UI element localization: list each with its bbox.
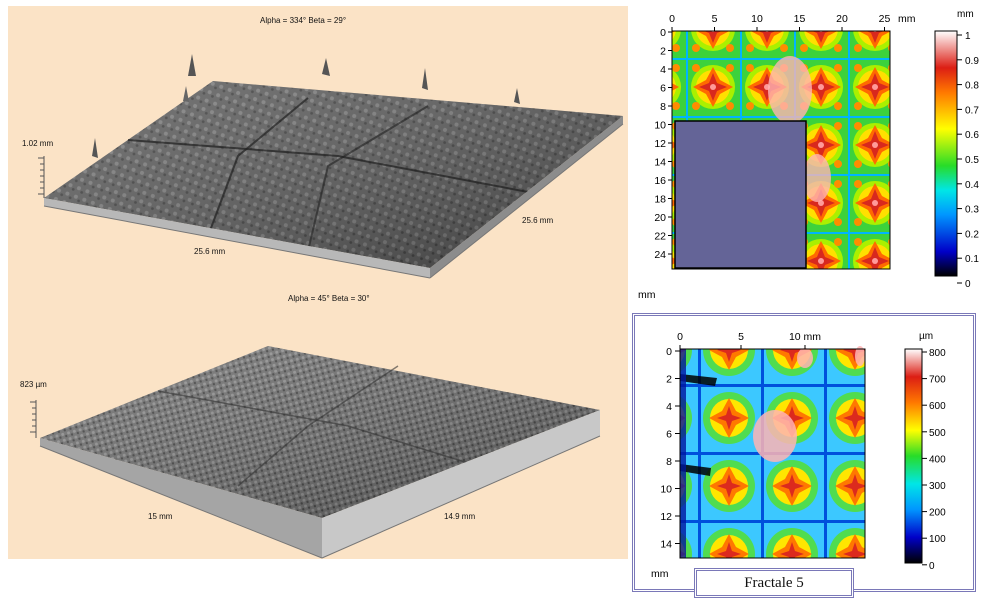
- colorbar-tick-label: 0.8: [965, 81, 979, 92]
- top-y-unit: mm: [638, 289, 656, 301]
- colorbar-tick-label: 400: [929, 454, 946, 465]
- bottom-y-axis: 0 2 4 6 8 10 12 14: [660, 346, 680, 551]
- y-tick-label: 2: [660, 46, 666, 58]
- y-tick-label: 12: [660, 511, 672, 523]
- y-tick-label: 6: [666, 429, 672, 441]
- colorbar-tick-label: 1: [965, 31, 971, 42]
- top-view-y-label: 25.6 mm: [522, 216, 554, 225]
- heatmap-top-panel: 0 5 10 15 20 25 0 2 4 6 8 10 12 14 16 18 20 22 24 mm mm m…: [632, 0, 987, 305]
- surface-3d-panel: Alpha = 334° Beta = 29° 1.02 mm 25.6 mm …: [8, 6, 628, 559]
- bottom-x-axis: 0 5 10 mm: [677, 331, 821, 349]
- y-tick-label: 0: [666, 346, 672, 358]
- y-tick-label: 2: [666, 374, 672, 386]
- colorbar-tick-label: 300: [929, 481, 946, 492]
- x-tick-label: 0: [669, 13, 675, 25]
- colorbar-tick-label: 0.7: [965, 105, 979, 116]
- top-colorbar: [934, 30, 958, 277]
- top-x-axis: 0 5 10 15 20 25: [669, 13, 890, 31]
- colorbar-tick-label: 0.1: [965, 254, 979, 265]
- heatmap-bottom-panel: 0 5 10 mm 0 2 4 6 8 10 12 14 mm µm 800 700 600 500 40…: [632, 313, 976, 592]
- top-surface-3d: [38, 54, 624, 279]
- colorbar-tick-label: 0.9: [965, 56, 979, 67]
- colorbar-tick-label: 800: [929, 348, 946, 359]
- colorbar-tick-label: 600: [929, 401, 946, 412]
- bottom-y-unit: mm: [651, 568, 669, 580]
- caption-label: Fractale 5: [744, 575, 804, 591]
- y-tick-label: 8: [660, 101, 666, 113]
- surface-3d-drawing: [30, 54, 624, 559]
- top-view-angles: Alpha = 334° Beta = 29°: [260, 16, 347, 25]
- bottom-view-x-label: 15 mm: [148, 512, 173, 521]
- y-tick-label: 24: [654, 249, 666, 261]
- y-tick-label: 8: [666, 456, 672, 468]
- y-tick-label: 10: [660, 484, 672, 496]
- y-tick-label: 22: [654, 231, 666, 243]
- x-tick-label: 10 mm: [789, 331, 821, 343]
- colorbar-tick-label: 0: [965, 279, 971, 290]
- colorbar-tick-label: 0.3: [965, 205, 979, 216]
- y-tick-label: 10: [654, 120, 666, 132]
- heatmap-bottom: 0 5 10 mm 0 2 4 6 8 10 12 14 mm µm 800 700 600 500 40…: [651, 331, 946, 580]
- bottom-view-angles: Alpha = 45° Beta = 30°: [288, 294, 370, 303]
- colorbar-tick-label: 0.4: [965, 180, 979, 191]
- bottom-colorbar-ticks: 800 700 600 500 400 300 200 100 0: [922, 348, 946, 572]
- colorbar-tick-label: 0.6: [965, 130, 979, 141]
- y-tick-label: 14: [660, 539, 672, 551]
- y-tick-label: 14: [654, 157, 666, 169]
- heatmap-bottom-grid: [679, 346, 866, 559]
- y-tick-label: 12: [654, 138, 666, 150]
- bottom-colorbar-unit: µm: [919, 331, 933, 342]
- top-colorbar-ticks: 1 0.9 0.8 0.7 0.6 0.5 0.4 0.3 0.2 0.1 0: [957, 31, 979, 290]
- y-tick-label: 4: [666, 401, 672, 413]
- colorbar-tick-label: 0.2: [965, 229, 979, 240]
- bottom-surface-3d: [30, 346, 601, 559]
- overlay-rectangle: [674, 120, 807, 269]
- colorbar-tick-label: 200: [929, 508, 946, 519]
- top-colorbar-unit: mm: [957, 9, 974, 20]
- colorbar-tick-label: 500: [929, 428, 946, 439]
- x-tick-label: 5: [738, 331, 744, 343]
- x-tick-label: 20: [836, 13, 848, 25]
- bottom-colorbar: [904, 348, 923, 564]
- colorbar-tick-label: 700: [929, 375, 946, 386]
- bottom-view-z-label: 823 µm: [20, 380, 47, 389]
- colorbar-tick-label: 0.5: [965, 155, 979, 166]
- y-tick-label: 0: [660, 27, 666, 39]
- y-tick-label: 16: [654, 175, 666, 187]
- top-x-unit: mm: [898, 13, 916, 25]
- caption-box: Fractale 5: [694, 568, 854, 598]
- y-tick-label: 4: [660, 64, 666, 76]
- x-tick-label: 15: [794, 13, 806, 25]
- colorbar-tick-label: 100: [929, 534, 946, 545]
- colorbar-tick-label: 0: [929, 561, 935, 572]
- y-tick-label: 6: [660, 83, 666, 95]
- x-tick-label: 0: [677, 331, 683, 343]
- top-view-x-label: 25.6 mm: [194, 247, 226, 256]
- y-tick-label: 20: [654, 212, 666, 224]
- x-tick-label: 25: [879, 13, 891, 25]
- x-tick-label: 5: [712, 13, 718, 25]
- top-view-z-label: 1.02 mm: [22, 139, 54, 148]
- bottom-view-y-label: 14.9 mm: [444, 512, 476, 521]
- y-tick-label: 18: [654, 194, 666, 206]
- x-tick-label: 10: [751, 13, 763, 25]
